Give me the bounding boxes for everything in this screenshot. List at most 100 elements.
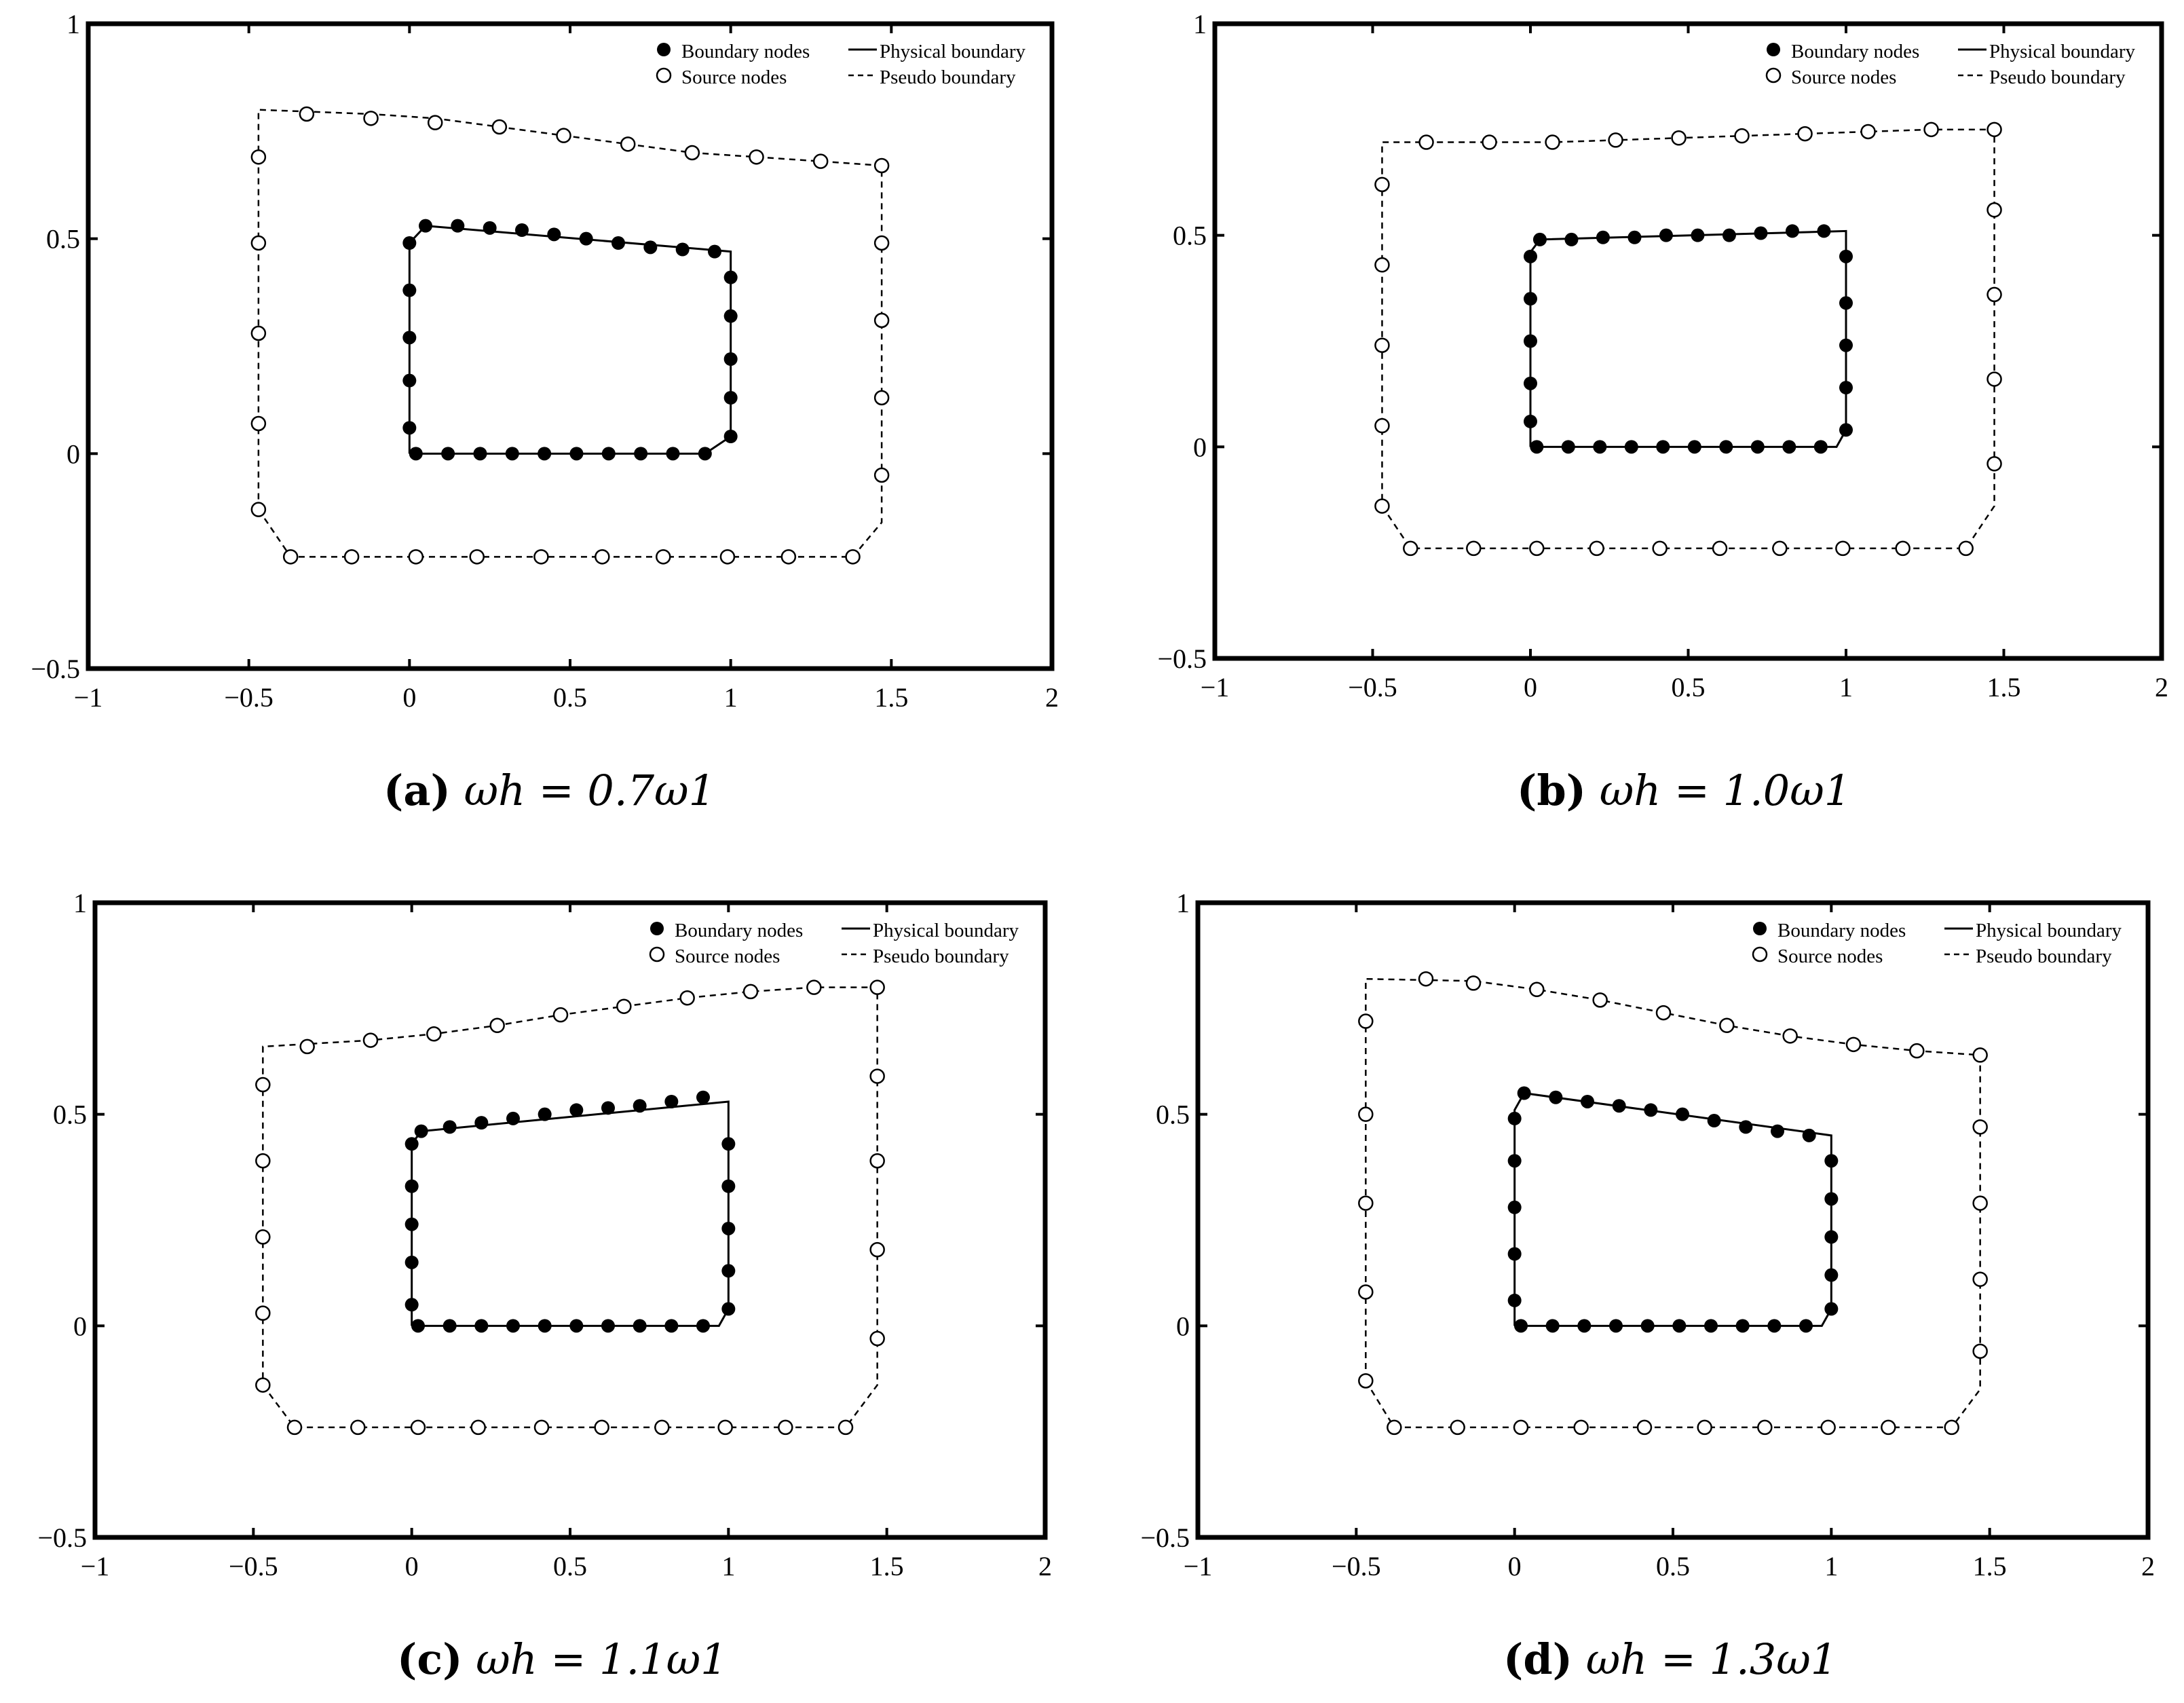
- source-node: [363, 111, 379, 126]
- source-node: [1374, 257, 1390, 273]
- boundary-node: [483, 221, 497, 235]
- boundary-node: [601, 1319, 615, 1333]
- source-node: [1513, 1419, 1529, 1436]
- source-node: [1958, 540, 1974, 557]
- boundary-node: [1524, 249, 1537, 263]
- source-node: [250, 325, 267, 341]
- boundary-node: [1524, 414, 1537, 428]
- x-tick-label: 2: [2141, 1551, 2155, 1582]
- legend-physical-boundary-label: Physical boundary: [1976, 920, 2122, 941]
- source-node: [1545, 134, 1560, 150]
- source-node: [778, 1419, 793, 1436]
- source-node: [255, 1229, 271, 1245]
- legend-pseudo-boundary-label: Pseudo boundary: [1976, 946, 2112, 967]
- source-node: [1972, 1271, 1988, 1288]
- boundary-node: [664, 1094, 679, 1108]
- source-node: [533, 549, 549, 565]
- boundary-node: [1839, 381, 1853, 395]
- x-tick-label: 1: [1839, 672, 1853, 703]
- source-node: [654, 1419, 670, 1436]
- source-node: [255, 1305, 271, 1321]
- source-node: [742, 984, 759, 1000]
- source-node: [1987, 456, 2002, 472]
- x-tick-label: 0: [1524, 672, 1537, 703]
- source-node: [469, 549, 485, 565]
- boundary-node: [547, 227, 561, 242]
- source-node: [873, 235, 890, 251]
- boundary-node: [569, 447, 584, 461]
- boundary-node: [721, 1137, 736, 1151]
- source-node: [595, 549, 610, 565]
- source-node: [1374, 498, 1390, 514]
- source-node: [362, 1032, 379, 1048]
- source-node: [250, 149, 267, 165]
- source-node: [869, 1330, 885, 1347]
- source-node: [1820, 1419, 1836, 1436]
- boundary-node: [1524, 292, 1537, 306]
- caption-formula: ωh = 1.3ω1: [1585, 1634, 1838, 1684]
- source-node: [1987, 286, 2002, 303]
- boundary-node: [664, 1319, 679, 1333]
- source-node: [410, 1419, 426, 1436]
- legend-source-nodes-label: Source nodes: [681, 67, 787, 88]
- boundary-node: [1824, 1268, 1839, 1282]
- boundary-node: [1517, 1086, 1531, 1100]
- boundary-node: [1596, 230, 1610, 244]
- source-node: [1972, 1195, 1988, 1211]
- source-node: [1374, 337, 1390, 353]
- source-node: [1374, 176, 1390, 193]
- y-tick-label: 0: [73, 1311, 87, 1341]
- boundary-node: [1549, 1090, 1563, 1104]
- source-node: [533, 1419, 550, 1436]
- boundary-node: [1739, 1120, 1753, 1134]
- boundary-node: [1644, 1103, 1658, 1117]
- boundary-node: [402, 331, 417, 345]
- boundary-node: [634, 447, 648, 461]
- source-node: [812, 153, 829, 169]
- boundary-node: [1750, 440, 1765, 454]
- x-tick-label: −1: [1201, 672, 1230, 703]
- boundary-node: [404, 1137, 419, 1151]
- boundary-node: [1722, 228, 1736, 242]
- source-node: [873, 467, 890, 483]
- boundary-node: [402, 373, 417, 388]
- legend-boundary-nodes-marker: [1753, 922, 1767, 935]
- x-tick-label: 1: [1824, 1551, 1838, 1582]
- y-tick-label: −0.5: [37, 1522, 87, 1553]
- boundary-node: [1767, 1319, 1782, 1333]
- legend: Boundary nodes Physical boundary Source no…: [1752, 920, 2122, 967]
- source-node: [552, 1007, 569, 1023]
- boundary-node: [601, 1101, 615, 1115]
- boundary-node: [721, 1221, 736, 1235]
- boundary-node: [402, 421, 417, 435]
- source-node: [1358, 1373, 1374, 1389]
- boundary-node: [1507, 1154, 1522, 1168]
- caption-formula: ωh = 1.0ω1: [1599, 766, 1851, 815]
- boundary-node: [579, 231, 593, 246]
- boundary-node: [409, 447, 423, 461]
- boundary-node: [1754, 226, 1768, 240]
- boundary-node: [633, 1319, 647, 1333]
- source-node: [426, 1026, 442, 1042]
- boundary-node: [404, 1255, 419, 1269]
- source-node: [1608, 132, 1623, 148]
- x-tick-label: 1.5: [874, 682, 908, 713]
- source-node: [1418, 971, 1434, 987]
- caption-label: (c): [397, 1634, 463, 1684]
- legend-physical-boundary-label: Physical boundary: [873, 920, 1019, 941]
- source-node: [1358, 1195, 1374, 1211]
- boundary-node: [723, 430, 738, 443]
- source-node: [869, 979, 885, 995]
- axes-frame: [1195, 900, 2151, 1540]
- source-node: [250, 502, 267, 517]
- boundary-node: [1785, 224, 1799, 238]
- boundary-node: [1627, 230, 1642, 244]
- pseudo-boundary-line: [257, 109, 883, 558]
- source-node: [1972, 1343, 1988, 1359]
- x-tick-label: −1: [74, 682, 103, 713]
- boundary-node: [1507, 1111, 1522, 1125]
- y-tick-label: 1: [73, 888, 87, 918]
- boundary-node: [1624, 440, 1638, 454]
